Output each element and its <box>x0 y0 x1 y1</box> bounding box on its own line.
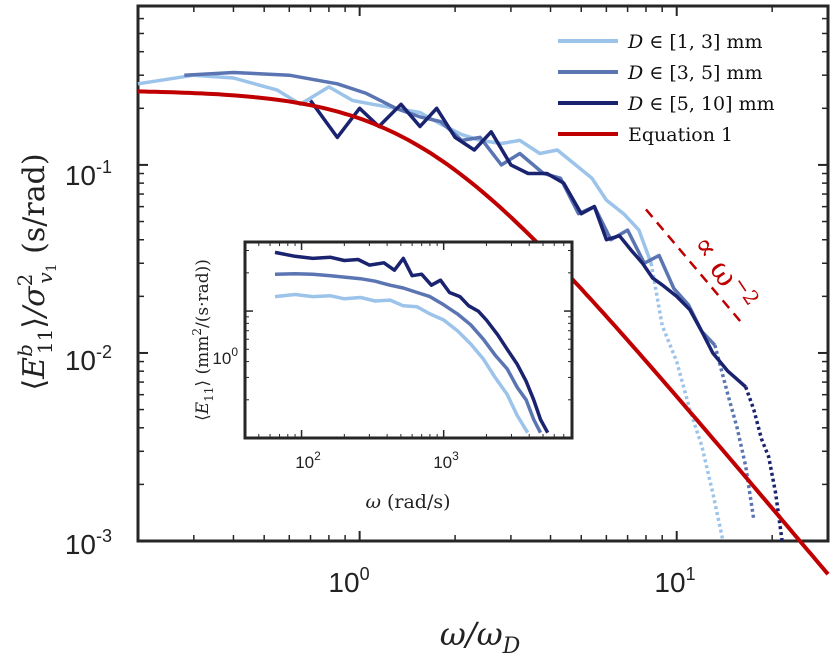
main-y-tick-labels: 10-3 10-2 10-1 <box>65 157 112 560</box>
legend-math-d13: ∈ [1, 3] <box>649 31 720 53</box>
main-y-axis-label: ⟨Eb11⟩/σ2v1 (s/rad) <box>13 153 60 390</box>
inset-axes <box>243 240 574 440</box>
legend-label-eq1: Equation 1 <box>628 124 733 146</box>
inset-series-line-D35 <box>274 271 543 434</box>
main-major-ticks <box>138 6 828 542</box>
series-dotted-D510 <box>744 386 784 542</box>
legend-sym-d510: D <box>627 93 643 115</box>
series-line-D13 <box>137 73 653 264</box>
series-line-D35 <box>184 70 717 347</box>
legend: D ∈ [1, 3] mm D ∈ [3, 5] mm D ∈ [5, 10] … <box>558 31 775 146</box>
main-series-group <box>137 70 830 576</box>
legend-sym-d35: D <box>627 62 643 84</box>
main-y-tick-label: 10-1 <box>65 157 112 191</box>
inset-series-line-D13 <box>274 292 530 434</box>
legend-label-d13: D ∈ [1, 3] mm <box>627 31 763 53</box>
main-x-tick-label: 101 <box>654 564 695 598</box>
legend-unit-d13: mm <box>727 31 763 53</box>
legend-label-d35: D ∈ [3, 5] mm <box>627 62 763 84</box>
main-x-tick-label: 100 <box>328 564 369 598</box>
series-dotted-D35 <box>713 344 756 520</box>
main-minor-ticks <box>137 5 829 541</box>
main-y-tick-label: 10-3 <box>65 526 112 560</box>
inset-series-line-D510 <box>274 250 550 434</box>
inset-y-axis-label: ⟨E11⟩ (mm2/(s·rad)) <box>190 259 216 421</box>
inset-ticks <box>245 242 573 438</box>
reference-slope-line <box>645 208 743 324</box>
inset-y-tick-label: 100 <box>212 345 238 368</box>
series-line-equation-1 <box>137 89 830 576</box>
inset-x-tick-label: 102 <box>295 449 321 472</box>
legend-math-d510: ∈ [5, 10] <box>649 93 732 115</box>
legend-unit-d35: mm <box>727 62 763 84</box>
legend-unit-d510: mm <box>739 93 775 115</box>
main-y-tick-label: 10-2 <box>65 342 112 376</box>
inset-x-tick-label: 103 <box>433 449 459 472</box>
main-x-tick-labels: 100 101 <box>328 564 695 598</box>
main-x-axis-label: ω/ωD <box>440 615 521 659</box>
inset-tick-labels: 102 103 100 <box>212 345 459 472</box>
legend-sym-d13: D <box>627 31 643 53</box>
series-line-D510 <box>309 99 747 389</box>
inset-x-axis-label: ω (rad/s) <box>365 491 450 513</box>
legend-label-d510: D ∈ [5, 10] mm <box>627 93 775 115</box>
legend-math-d35: ∈ [3, 5] <box>649 62 720 84</box>
inset-series-group <box>274 250 550 434</box>
